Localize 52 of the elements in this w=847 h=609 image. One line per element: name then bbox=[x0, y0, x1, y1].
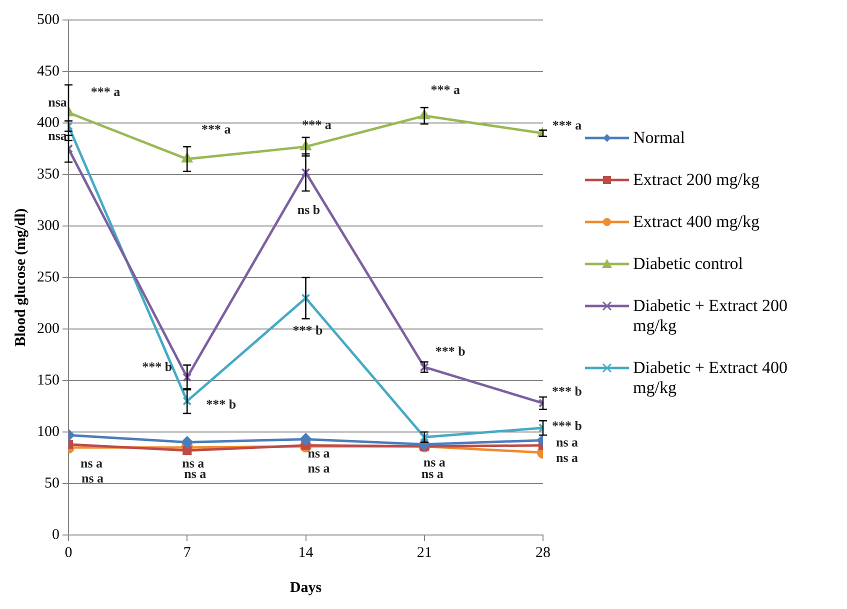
y-tick-label: 50 bbox=[44, 475, 60, 492]
y-tick-label: 200 bbox=[37, 320, 60, 337]
annotation: ns b bbox=[297, 202, 320, 217]
annotation: nsa bbox=[48, 94, 68, 110]
annotation: *** b bbox=[552, 418, 582, 434]
annotation: *** b bbox=[292, 322, 323, 338]
y-tick-label: 300 bbox=[37, 218, 60, 234]
y-tick-label: 350 bbox=[37, 166, 60, 182]
y-tick-label: 450 bbox=[37, 63, 60, 80]
point bbox=[181, 436, 194, 448]
annotation: *** a bbox=[302, 117, 332, 132]
point bbox=[182, 396, 192, 406]
y-tick-label: 250 bbox=[37, 269, 60, 286]
y-tick-label: 0 bbox=[52, 526, 60, 543]
x-tick-label: 28 bbox=[536, 544, 550, 561]
y-tick-label: 500 bbox=[37, 12, 60, 28]
annotation: *** b bbox=[206, 396, 236, 412]
y-tick-label: 400 bbox=[37, 114, 60, 131]
point bbox=[301, 168, 310, 177]
legend-label: Extract 400 mg/kg bbox=[633, 212, 760, 232]
annotation: ns a bbox=[308, 446, 330, 461]
legend-label: Diabetic + Extract 200 mg/kg bbox=[633, 296, 789, 336]
point bbox=[300, 433, 312, 446]
annotation: *** a bbox=[90, 84, 121, 100]
point bbox=[182, 372, 192, 382]
legend-label: Normal bbox=[633, 128, 685, 148]
annotation: ns a bbox=[182, 456, 205, 471]
annotation: nsa bbox=[48, 128, 68, 144]
annotation: ns a bbox=[80, 455, 104, 470]
y-axis-title: Blood glucose (mg/dl) bbox=[12, 208, 29, 347]
annotation: *** b bbox=[552, 384, 582, 399]
annotation: *** a bbox=[202, 121, 232, 136]
x-axis-title: Days bbox=[290, 580, 322, 596]
legend-label: Extract 200 mg/kg bbox=[633, 170, 760, 190]
legend-label: Diabetic control bbox=[633, 254, 743, 274]
annotation: ns a bbox=[308, 460, 330, 476]
annotation: *** b bbox=[142, 358, 172, 374]
y-tick-label: 150 bbox=[37, 372, 60, 388]
annotation: ns a bbox=[81, 470, 104, 486]
point bbox=[182, 446, 192, 456]
y-tick-label: 100 bbox=[37, 424, 60, 440]
annotation: *** b bbox=[435, 343, 466, 358]
annotation: *** a bbox=[430, 82, 460, 98]
annotation: ns a bbox=[556, 434, 579, 450]
x-tick-label: 14 bbox=[298, 544, 314, 561]
x-tick-label: 0 bbox=[64, 544, 72, 561]
annotation: ns a bbox=[556, 450, 579, 465]
point bbox=[301, 294, 310, 303]
x-tick-label: 21 bbox=[416, 544, 432, 561]
x-tick-label: 7 bbox=[183, 544, 192, 561]
legend-label: Diabetic + Extract 400 mg/kg bbox=[633, 358, 789, 398]
annotation: *** a bbox=[552, 118, 582, 133]
